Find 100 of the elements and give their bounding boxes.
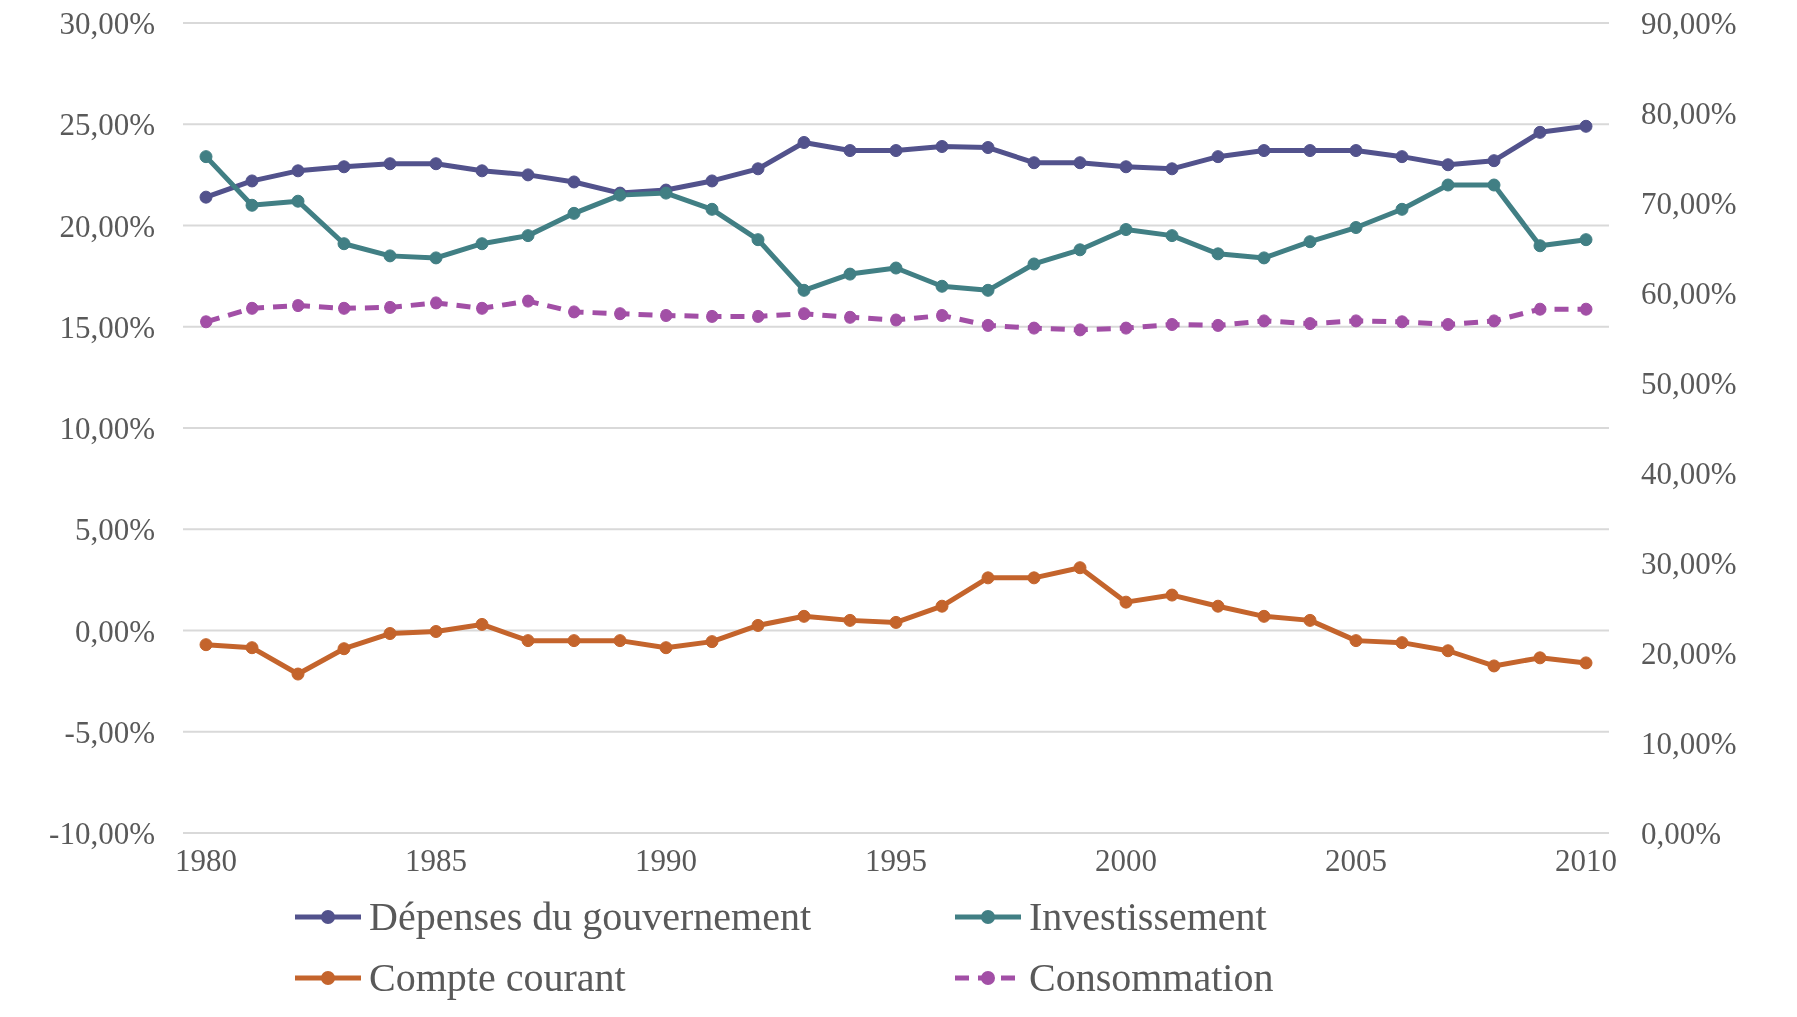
point [1441, 158, 1455, 172]
point [705, 635, 719, 649]
point [1303, 144, 1317, 158]
point [291, 194, 305, 208]
point [199, 315, 213, 329]
point [1211, 599, 1225, 613]
point [797, 609, 811, 623]
point [1257, 251, 1271, 265]
point [475, 237, 489, 251]
point [1073, 156, 1087, 170]
y2-tick-label: 70,00% [1641, 186, 1737, 222]
point [383, 300, 397, 314]
point [429, 251, 443, 265]
point [1027, 156, 1041, 170]
point [705, 202, 719, 216]
point [1211, 247, 1225, 261]
point [1027, 321, 1041, 335]
point [981, 318, 995, 332]
point [1349, 314, 1363, 328]
point [245, 198, 259, 212]
point [889, 615, 903, 629]
x-tick-label: 1980 [175, 843, 237, 879]
point [1119, 223, 1133, 237]
legend-label: Dépenses du gouvernement [369, 893, 812, 940]
point [935, 279, 949, 293]
y-tick-label: -10,00% [49, 816, 155, 852]
point [751, 162, 765, 176]
point [1165, 162, 1179, 176]
point [659, 641, 673, 655]
y2-tick-label: 60,00% [1641, 276, 1737, 312]
point [1395, 202, 1409, 216]
point [1073, 323, 1087, 337]
point [705, 174, 719, 188]
point [521, 168, 535, 182]
point [245, 174, 259, 188]
point [797, 135, 811, 149]
legend-label: Investissement [1029, 893, 1267, 940]
point [567, 634, 581, 648]
point [797, 283, 811, 297]
point [383, 249, 397, 263]
point [659, 309, 673, 322]
point [613, 307, 627, 321]
point [1487, 314, 1501, 328]
point [337, 642, 351, 656]
point [613, 634, 627, 648]
point [475, 301, 489, 315]
point [1165, 318, 1179, 331]
point [475, 617, 489, 631]
y-tick-label: 30,00% [59, 6, 155, 42]
point [1441, 644, 1455, 658]
point [1119, 321, 1133, 335]
point [889, 261, 903, 275]
point [1395, 150, 1409, 164]
point [1165, 229, 1179, 243]
point [751, 309, 765, 323]
point [1579, 302, 1593, 316]
point [1027, 257, 1041, 271]
point [981, 141, 995, 155]
point [1303, 317, 1317, 331]
point [1579, 233, 1593, 247]
point [1303, 613, 1317, 627]
point [337, 237, 351, 251]
point [383, 627, 397, 641]
y-tick-label: 25,00% [59, 107, 155, 143]
point [291, 299, 305, 313]
point [1349, 144, 1363, 158]
point [521, 294, 535, 308]
point [935, 140, 949, 154]
point [1257, 609, 1271, 623]
x-tick-label: 2010 [1555, 843, 1617, 879]
y2-tick-label: 0,00% [1641, 816, 1722, 852]
point [1487, 178, 1501, 192]
point [567, 206, 581, 220]
point [1533, 302, 1547, 316]
point [521, 634, 535, 648]
point [1257, 144, 1271, 158]
point [1395, 636, 1409, 650]
point [981, 571, 995, 585]
point [751, 618, 765, 632]
point [797, 307, 811, 321]
point [1533, 651, 1547, 665]
point [1487, 659, 1501, 673]
y-tick-label: 0,00% [74, 613, 155, 649]
x-tick-label: 1995 [865, 843, 927, 879]
point [1073, 243, 1087, 257]
point [383, 157, 397, 171]
point [1257, 314, 1271, 328]
point [199, 638, 213, 652]
point [337, 301, 351, 315]
y2-tick-label: 10,00% [1641, 726, 1737, 762]
point [245, 641, 259, 655]
legend-label: Consommation [1029, 954, 1274, 1001]
y2-tick-label: 50,00% [1641, 366, 1737, 402]
point [199, 190, 213, 204]
point [1027, 571, 1041, 585]
y2-tick-label: 90,00% [1641, 6, 1737, 42]
y2-tick-label: 30,00% [1641, 546, 1737, 582]
y-tick-label: 10,00% [59, 411, 155, 447]
y-tick-label: 20,00% [59, 208, 155, 244]
point [935, 599, 949, 613]
